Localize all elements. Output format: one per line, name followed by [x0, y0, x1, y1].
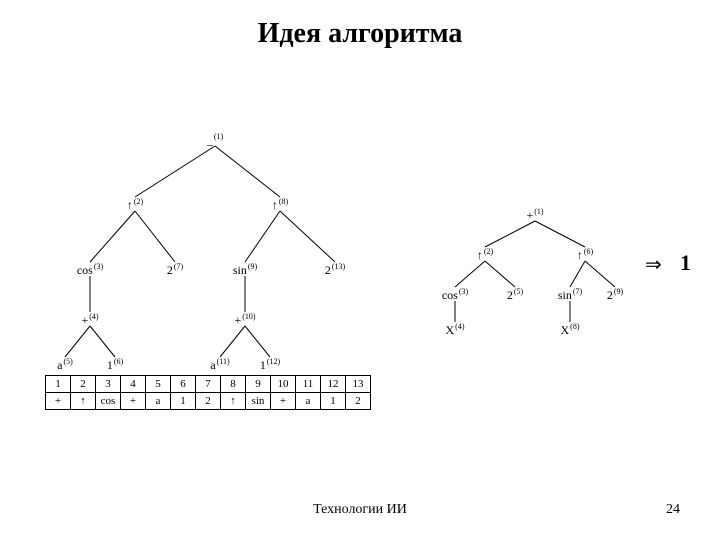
tree-node: cos(3): [77, 262, 104, 277]
parse-tree-left: _(1) ↑(2) ↑(8) cos(3) 2(7) sin(9) 2(13) +(4) +(1…: [40, 120, 370, 390]
table-index-cell: 1: [46, 376, 71, 393]
table-index-cell: 2: [71, 376, 96, 393]
slide-title: Идея алгоритма: [0, 18, 720, 50]
tree-node: +(10): [234, 312, 255, 327]
tree-node: X(4): [446, 322, 465, 337]
footer-text: Технологии ИИ: [0, 502, 720, 518]
tree-node: 2(7): [167, 262, 184, 277]
encoding-table: 12345678910111213+↑cos+a12↑sin+a12: [45, 375, 371, 410]
table-symbol-cell: +: [271, 393, 296, 410]
parse-tree-right: +(1) ↑(2) ↑(6) cos(3) 2(5) sin(7) 2(9) X(4) X(8): [420, 200, 640, 350]
table-row: +↑cos+a12↑sin+a12: [46, 393, 371, 410]
table-row: 12345678910111213: [46, 376, 371, 393]
tree-node: 2(9): [607, 287, 624, 302]
table-symbol-cell: +: [121, 393, 146, 410]
table-symbol-cell: a: [296, 393, 321, 410]
table-symbol-cell: a: [146, 393, 171, 410]
table-symbol-cell: cos: [96, 393, 121, 410]
result-value: 1: [680, 250, 691, 276]
table-index-cell: 9: [246, 376, 271, 393]
tree-node: _(1): [206, 132, 224, 147]
tree-node: +(4): [81, 312, 98, 327]
tree-node: a(11): [210, 357, 230, 372]
table-index-cell: 7: [196, 376, 221, 393]
tree-node: 2(13): [325, 262, 346, 277]
table-symbol-cell: 2: [196, 393, 221, 410]
table-symbol-cell: ↑: [71, 393, 96, 410]
table-index-cell: 11: [296, 376, 321, 393]
table-index-cell: 8: [221, 376, 246, 393]
table-symbol-cell: +: [46, 393, 71, 410]
table-index-cell: 6: [171, 376, 196, 393]
table-index-cell: 13: [346, 376, 371, 393]
tree-node: 1(12): [260, 357, 281, 372]
tree-node: cos(3): [442, 287, 469, 302]
table-symbol-cell: 2: [346, 393, 371, 410]
tree-node: +(1): [526, 207, 543, 222]
tree-node: ↑(2): [477, 247, 494, 262]
table-index-cell: 5: [146, 376, 171, 393]
tree-node: 1(6): [107, 357, 124, 372]
table-index-cell: 10: [271, 376, 296, 393]
table-index-cell: 12: [321, 376, 346, 393]
tree-node: sin(7): [558, 287, 583, 302]
tree-node: a(5): [57, 357, 73, 372]
table-symbol-cell: sin: [246, 393, 271, 410]
table-index-cell: 4: [121, 376, 146, 393]
tree-node: ↑(2): [127, 197, 144, 212]
reduces-to-arrow: ⇒: [645, 252, 662, 277]
table-index-cell: 3: [96, 376, 121, 393]
tree-node: X(8): [561, 322, 580, 337]
tree-node: 2(5): [507, 287, 524, 302]
table-symbol-cell: 1: [171, 393, 196, 410]
tree-node: sin(9): [233, 262, 258, 277]
table-symbol-cell: ↑: [221, 393, 246, 410]
tree-node: ↑(6): [577, 247, 594, 262]
table-symbol-cell: 1: [321, 393, 346, 410]
tree-node: ↑(8): [272, 197, 289, 212]
slide-number: 24: [666, 502, 680, 518]
